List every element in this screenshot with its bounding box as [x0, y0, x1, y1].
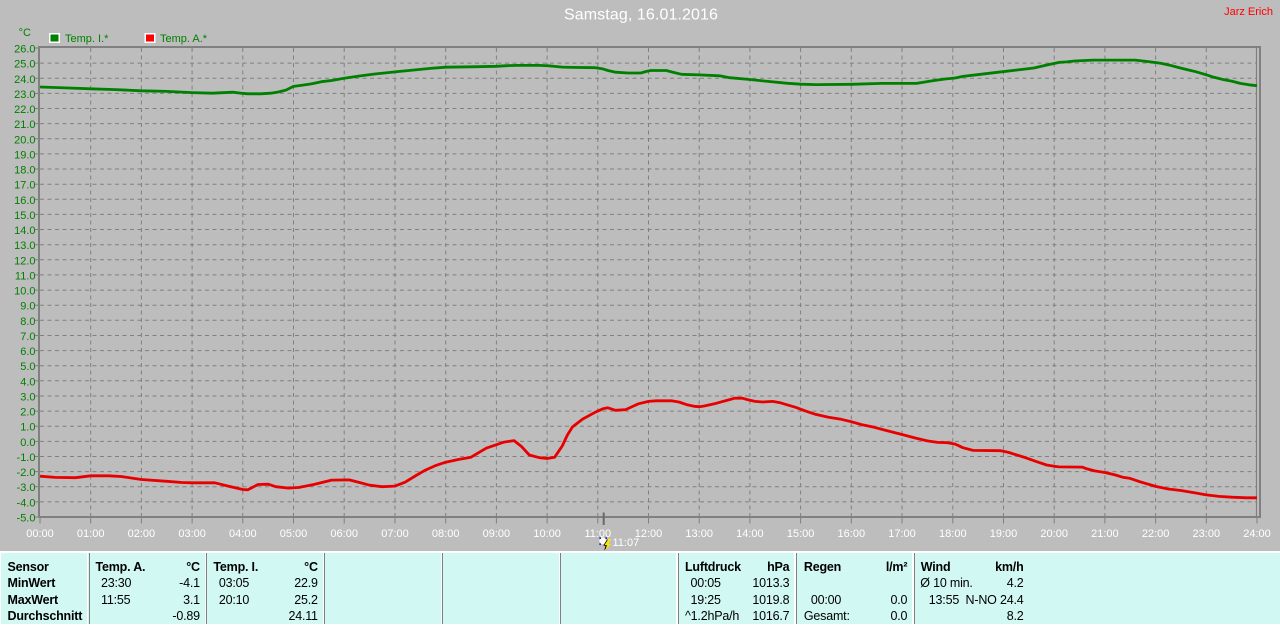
- svg-text:23:00: 23:00: [1193, 528, 1221, 540]
- svg-text:15:00: 15:00: [787, 528, 815, 540]
- svg-text:-4.0: -4.0: [17, 497, 36, 509]
- svg-text:20.0: 20.0: [14, 134, 35, 146]
- svg-text:24:00: 24:00: [1243, 528, 1271, 540]
- svg-text:10.0: 10.0: [14, 286, 35, 298]
- svg-text:01:00: 01:00: [77, 528, 105, 540]
- svg-text:3.0: 3.0: [20, 392, 35, 404]
- svg-text:0.0: 0.0: [20, 437, 35, 449]
- svg-text:5.0: 5.0: [20, 361, 35, 373]
- svg-text:°C: °C: [19, 27, 31, 39]
- svg-text:17:00: 17:00: [888, 528, 916, 540]
- svg-text:Temp. A.*: Temp. A.*: [160, 33, 208, 45]
- svg-text:19.0: 19.0: [14, 149, 35, 161]
- svg-text:12.0: 12.0: [14, 255, 35, 267]
- svg-text:07:00: 07:00: [381, 528, 409, 540]
- svg-text:14.0: 14.0: [14, 225, 35, 237]
- svg-text:11:00: 11:00: [584, 528, 611, 540]
- svg-text:21.0: 21.0: [14, 119, 35, 131]
- svg-text:6.0: 6.0: [20, 346, 35, 358]
- svg-text:1.0: 1.0: [20, 422, 35, 434]
- svg-text:20:00: 20:00: [1040, 528, 1068, 540]
- svg-text:13.0: 13.0: [14, 240, 35, 252]
- svg-text:11.0: 11.0: [15, 270, 36, 282]
- svg-text:16.0: 16.0: [14, 195, 35, 207]
- svg-text:06:00: 06:00: [330, 528, 358, 540]
- svg-text:23.0: 23.0: [14, 89, 35, 101]
- svg-text:4.0: 4.0: [20, 376, 35, 388]
- svg-text:26.0: 26.0: [14, 44, 35, 56]
- svg-text:08:00: 08:00: [432, 528, 460, 540]
- svg-text:04:00: 04:00: [229, 528, 257, 540]
- svg-text:05:00: 05:00: [280, 528, 308, 540]
- svg-text:11:07: 11:07: [613, 537, 640, 549]
- svg-text:25.0: 25.0: [14, 59, 35, 71]
- svg-text:17.0: 17.0: [14, 180, 35, 192]
- svg-text:9.0: 9.0: [20, 301, 35, 313]
- svg-text:10:00: 10:00: [533, 528, 561, 540]
- svg-text:-5.0: -5.0: [17, 513, 36, 525]
- svg-text:19:00: 19:00: [990, 528, 1018, 540]
- svg-text:09:00: 09:00: [483, 528, 511, 540]
- svg-text:22.0: 22.0: [14, 104, 35, 116]
- svg-text:8.0: 8.0: [20, 316, 35, 328]
- svg-text:00:00: 00:00: [26, 528, 54, 540]
- svg-text:2.0: 2.0: [20, 407, 35, 419]
- svg-text:-2.0: -2.0: [17, 467, 36, 479]
- svg-text:-3.0: -3.0: [17, 482, 36, 494]
- svg-text:03:00: 03:00: [178, 528, 206, 540]
- svg-text:14:00: 14:00: [736, 528, 764, 540]
- svg-text:16:00: 16:00: [838, 528, 866, 540]
- svg-text:13:00: 13:00: [685, 528, 713, 540]
- svg-text:-1.0: -1.0: [17, 452, 36, 464]
- svg-text:7.0: 7.0: [20, 331, 35, 343]
- svg-text:Samstag, 16.01.2016: Samstag, 16.01.2016: [564, 7, 718, 24]
- svg-text:24.0: 24.0: [14, 74, 35, 86]
- svg-text:15.0: 15.0: [14, 210, 35, 222]
- svg-text:18.0: 18.0: [14, 165, 35, 177]
- svg-text:12:00: 12:00: [635, 528, 663, 540]
- svg-text:02:00: 02:00: [128, 528, 156, 540]
- svg-text:18:00: 18:00: [939, 528, 967, 540]
- svg-text:22:00: 22:00: [1142, 528, 1170, 540]
- svg-text:Temp. I.*: Temp. I.*: [65, 33, 109, 45]
- svg-text:Jarz Erich: Jarz Erich: [1224, 6, 1273, 18]
- svg-text:21:00: 21:00: [1091, 528, 1119, 540]
